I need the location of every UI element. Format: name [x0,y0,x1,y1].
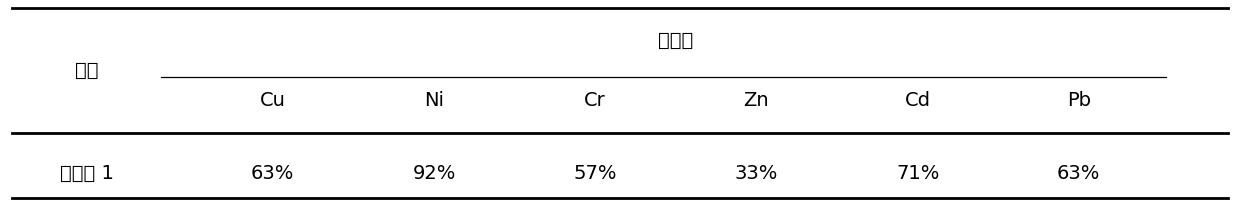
Text: 63%: 63% [252,164,294,183]
Text: Pb: Pb [1066,92,1091,110]
Text: Cu: Cu [260,92,285,110]
Text: 实施例 1: 实施例 1 [60,164,114,183]
Text: Ni: Ni [424,92,444,110]
Text: 57%: 57% [573,164,618,183]
Text: 92%: 92% [413,164,455,183]
Text: 残留率: 残留率 [658,31,693,50]
Text: Zn: Zn [744,92,769,110]
Text: Cd: Cd [905,92,930,110]
Text: 编号: 编号 [76,61,98,80]
Text: Cr: Cr [584,92,606,110]
Text: 71%: 71% [897,164,939,183]
Text: 63%: 63% [1058,164,1100,183]
Text: 33%: 33% [735,164,777,183]
